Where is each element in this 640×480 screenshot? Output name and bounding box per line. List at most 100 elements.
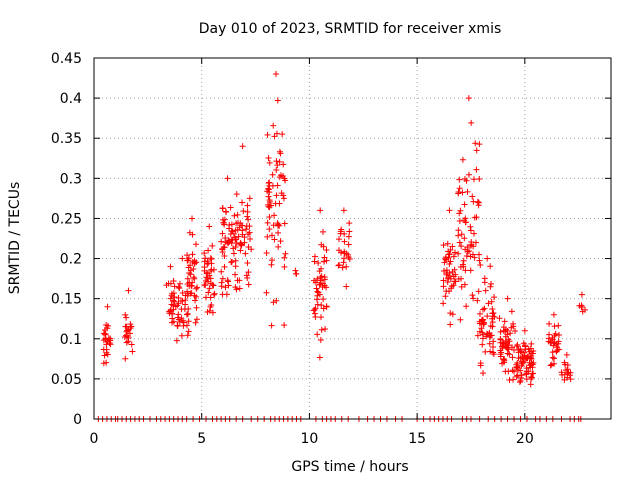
data-point <box>193 293 200 300</box>
data-point <box>293 270 300 277</box>
data-point <box>450 253 457 260</box>
data-point <box>206 272 213 279</box>
data-point <box>502 343 509 350</box>
data-point <box>521 349 528 356</box>
data-point <box>185 328 192 335</box>
data-point <box>446 261 453 268</box>
data-point <box>514 372 521 379</box>
data-point <box>219 246 226 253</box>
y-tick-label: 0 <box>73 412 82 428</box>
data-point <box>549 336 556 343</box>
data-point <box>234 226 241 233</box>
data-point <box>228 221 235 228</box>
data-point <box>335 247 342 254</box>
data-point <box>440 242 447 249</box>
data-point <box>226 225 233 232</box>
data-point <box>458 231 465 238</box>
data-point <box>101 352 108 359</box>
data-point <box>222 235 229 242</box>
data-point <box>232 236 239 243</box>
plot-frame <box>93 57 612 420</box>
data-point <box>455 227 462 234</box>
data-point <box>475 288 482 295</box>
data-point <box>100 360 107 367</box>
data-point <box>265 203 272 210</box>
data-point <box>189 251 196 258</box>
data-point <box>346 228 353 235</box>
data-point <box>499 360 506 367</box>
data-point <box>519 354 526 361</box>
data-point <box>210 282 217 289</box>
data-point <box>561 376 568 383</box>
data-point <box>206 307 213 314</box>
data-point <box>311 253 318 260</box>
data-point <box>209 309 216 316</box>
data-point <box>280 161 287 168</box>
data-point <box>183 311 190 318</box>
data-point <box>312 313 319 320</box>
data-point <box>246 229 253 236</box>
data-point <box>244 275 251 282</box>
data-point <box>457 263 464 270</box>
y-tick-label: 0.2 <box>60 252 82 268</box>
data-point <box>167 306 174 313</box>
data-point <box>232 271 239 278</box>
data-point <box>514 359 521 366</box>
x-tick-label: 20 <box>516 431 534 447</box>
data-point <box>266 159 273 166</box>
data-point <box>273 71 280 78</box>
data-point <box>558 369 565 376</box>
data-point <box>461 217 468 224</box>
data-point <box>170 278 177 285</box>
data-point <box>486 340 493 347</box>
data-point <box>564 366 571 373</box>
data-point <box>551 340 558 347</box>
data-point <box>234 219 241 226</box>
data-point <box>509 344 516 351</box>
data-point <box>497 347 504 354</box>
data-point <box>274 130 281 137</box>
data-point <box>281 254 288 261</box>
data-point <box>175 311 182 318</box>
data-point <box>201 267 208 274</box>
data-point <box>441 259 448 266</box>
data-point <box>317 314 324 321</box>
data-point <box>275 229 282 236</box>
data-point <box>472 239 479 246</box>
data-point <box>314 275 321 282</box>
data-point <box>206 285 213 292</box>
data-point <box>476 141 483 148</box>
data-point <box>270 222 277 229</box>
data-point <box>277 238 284 245</box>
data-point <box>176 280 183 287</box>
data-point <box>239 199 246 206</box>
data-point <box>487 283 494 290</box>
data-point <box>278 190 285 197</box>
data-point <box>184 288 191 295</box>
data-point <box>457 316 464 323</box>
data-point <box>171 298 178 305</box>
data-point <box>207 303 214 310</box>
data-point <box>182 301 189 308</box>
data-point <box>477 262 484 269</box>
data-point <box>515 367 522 374</box>
data-point <box>227 204 234 211</box>
data-point <box>504 331 511 338</box>
data-point <box>268 261 275 268</box>
x-axis-label: GPS time / hours <box>291 459 408 475</box>
data-point <box>205 247 212 254</box>
data-point <box>232 263 239 270</box>
data-point <box>206 223 213 230</box>
data-point <box>480 370 487 377</box>
data-point <box>467 267 474 274</box>
data-point <box>455 188 462 195</box>
data-point <box>314 331 321 338</box>
data-point <box>336 236 343 243</box>
data-point <box>122 355 129 362</box>
data-point <box>128 341 135 348</box>
data-point <box>184 252 191 259</box>
data-point <box>204 278 211 285</box>
data-point <box>243 272 250 279</box>
data-point <box>467 227 474 234</box>
data-point <box>489 310 496 317</box>
